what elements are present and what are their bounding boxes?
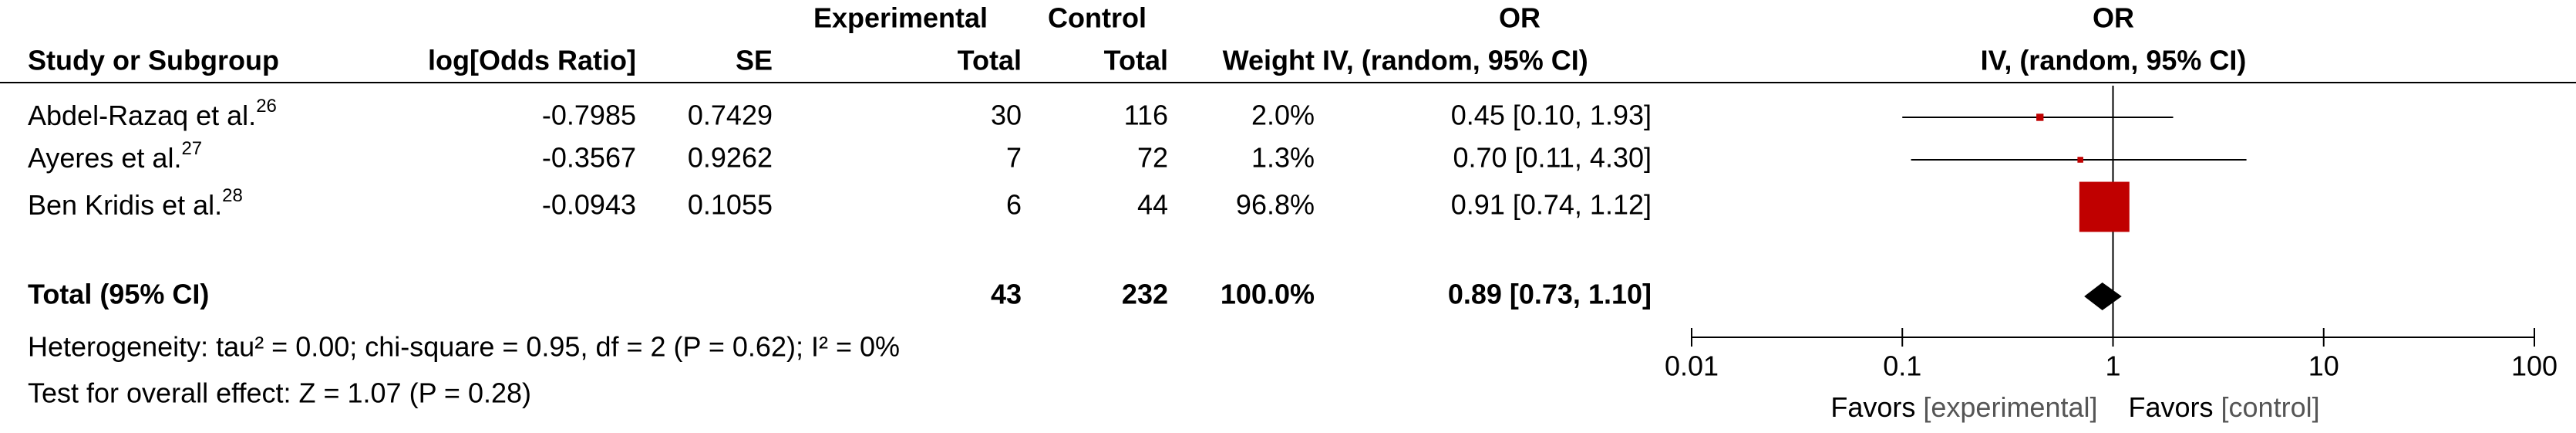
x-tick-label: 10 xyxy=(2308,350,2339,382)
cell: 0.9262 xyxy=(688,142,773,174)
favors-right: Favors [control] xyxy=(2129,391,2320,423)
cell: 7 xyxy=(1006,142,1022,174)
study-label: Abdel-Razaq et al. xyxy=(28,100,256,131)
cell: -0.7985 xyxy=(542,100,636,131)
overall-effect: Test for overall effect: Z = 1.07 (P = 0… xyxy=(28,377,531,409)
x-tick-label: 0.01 xyxy=(1665,350,1719,382)
favors-left: Favors [experimental] xyxy=(1830,391,2097,423)
cell: -0.0943 xyxy=(542,189,636,221)
cell: 0.1055 xyxy=(688,189,773,221)
x-tick-label: 100 xyxy=(2511,350,2557,382)
total-label: Total (95% CI) xyxy=(28,279,209,310)
cell: 116 xyxy=(1124,100,1168,131)
favors-word: Favors xyxy=(1830,391,1915,423)
column-header: log[Odds Ratio] xyxy=(428,45,636,76)
cell: -0.3567 xyxy=(542,142,636,174)
weight-square xyxy=(2036,113,2044,121)
cell: 72 xyxy=(1137,142,1168,174)
cell: 1.3% xyxy=(1251,142,1315,174)
cell: 30 xyxy=(991,100,1022,131)
study-name: Ayeres et al.27 xyxy=(28,138,202,174)
study-label: Ben Kridis et al. xyxy=(28,189,222,221)
x-tick-label: 1 xyxy=(2105,350,2120,382)
favors-group: [experimental] xyxy=(1923,391,2097,423)
column-header: IV, (random, 95% CI) xyxy=(1981,45,2247,76)
x-tick-label: 0.1 xyxy=(1883,350,1921,382)
cell: 0.7429 xyxy=(688,100,773,131)
column-header: Total xyxy=(1104,45,1168,76)
cell: 44 xyxy=(1137,189,1168,221)
total-cell: 232 xyxy=(1122,279,1168,310)
cell: 0.91 [0.74, 1.12] xyxy=(1451,189,1652,221)
heterogeneity: Heterogeneity: tau² = 0.00; chi-square =… xyxy=(28,331,900,363)
reference: 26 xyxy=(256,96,277,117)
group-header: OR xyxy=(2093,2,2134,34)
cell: 2.0% xyxy=(1251,100,1315,131)
reference: 27 xyxy=(181,138,202,159)
column-header: Study or Subgroup xyxy=(28,45,279,76)
column-header: SE xyxy=(736,45,773,76)
summary-diamond xyxy=(2084,282,2122,310)
study-label: Ayeres et al. xyxy=(28,142,181,174)
cell: 6 xyxy=(1006,189,1022,221)
group-header: Experimental xyxy=(813,2,988,34)
group-header: OR xyxy=(1499,2,1541,34)
column-header: Total xyxy=(958,45,1022,76)
weight-square xyxy=(2079,181,2130,232)
favors-group: [control] xyxy=(2221,391,2320,423)
column-header: IV, (random, 95% CI) xyxy=(1322,45,1588,76)
total-cell: 100.0% xyxy=(1221,279,1315,310)
cell: 0.70 [0.11, 4.30] xyxy=(1453,142,1652,174)
total-cell: 43 xyxy=(991,279,1022,310)
study-name: Ben Kridis et al.28 xyxy=(28,185,243,221)
weight-square xyxy=(2077,157,2083,163)
reference: 28 xyxy=(222,185,243,206)
column-header: Weight xyxy=(1223,45,1315,76)
total-cell: 0.89 [0.73, 1.10] xyxy=(1448,279,1652,310)
cell: 0.45 [0.10, 1.93] xyxy=(1451,100,1652,131)
favors-word: Favors xyxy=(2129,391,2214,423)
study-name: Abdel-Razaq et al.26 xyxy=(28,96,277,131)
cell: 96.8% xyxy=(1236,189,1315,221)
group-header: Control xyxy=(1048,2,1147,34)
